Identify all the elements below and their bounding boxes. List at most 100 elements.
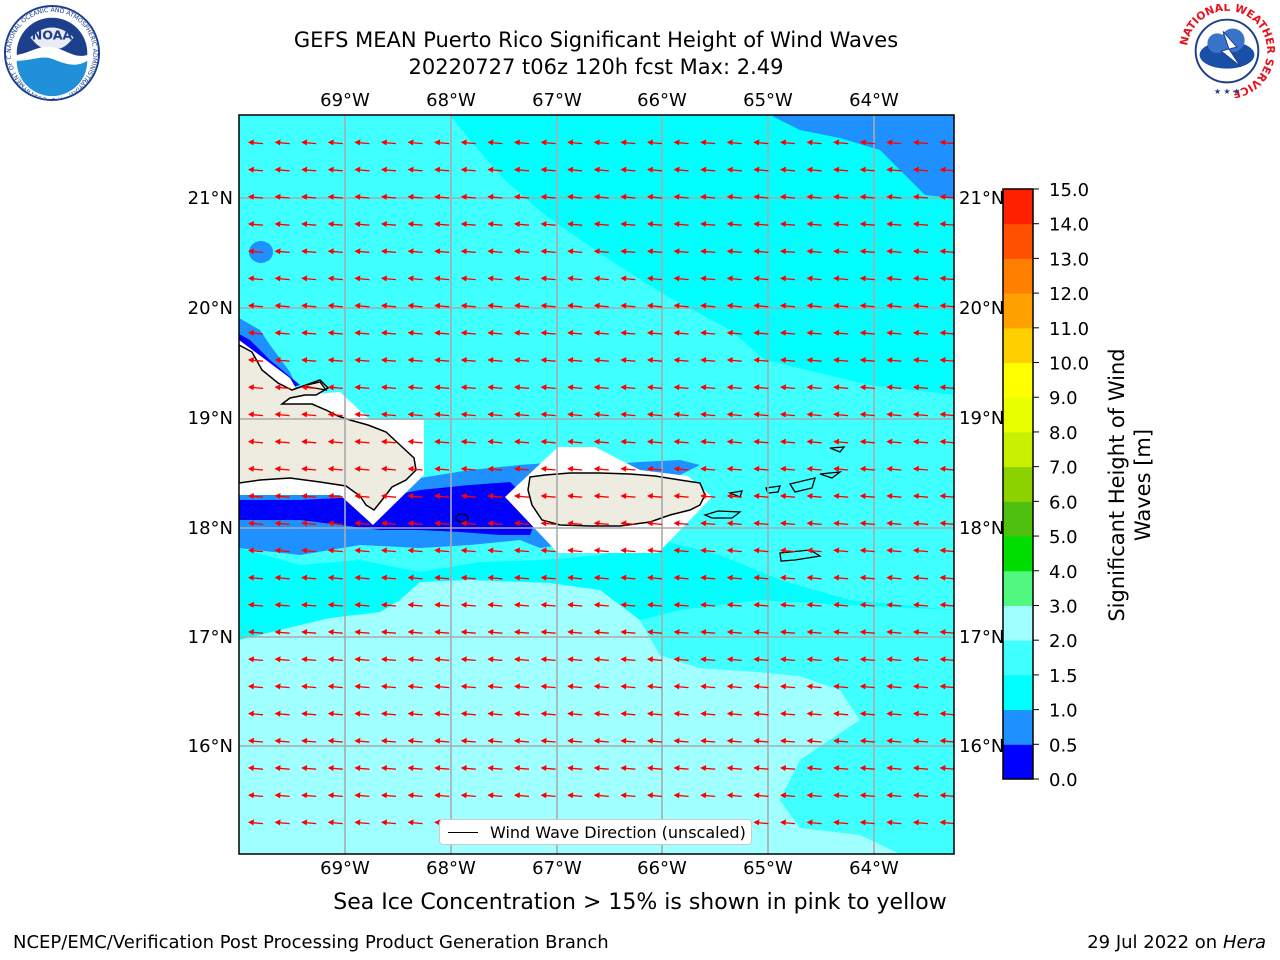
wave-direction-arrow-head xyxy=(700,384,707,391)
wave-height-field xyxy=(239,115,954,854)
colorbar-segment xyxy=(1003,223,1033,259)
wave-direction-arrow-head xyxy=(939,465,946,472)
wave-direction-arrow-head xyxy=(354,493,361,499)
wave-direction-arrow-head xyxy=(274,792,281,799)
wave-direction-arrow-head xyxy=(248,357,254,363)
wave-direction-arrow-head xyxy=(248,438,254,445)
wave-direction-arrow-head xyxy=(381,166,387,173)
wave-direction-arrow-head xyxy=(833,574,840,581)
wave-direction-arrow-head xyxy=(886,193,893,200)
wave-direction-arrow-head xyxy=(460,411,467,418)
lon-tick-top: 69°W xyxy=(320,90,370,111)
wave-direction-arrow-head xyxy=(647,520,653,527)
wave-direction-arrow-head xyxy=(593,765,600,771)
wave-direction-arrow-head xyxy=(753,166,760,173)
wave-direction-arrow-head xyxy=(301,302,308,309)
wave-direction-arrow-head xyxy=(327,275,334,282)
wave-direction-arrow-head xyxy=(514,384,520,391)
wave-direction-arrow-head xyxy=(327,792,334,799)
wave-direction-arrow-head xyxy=(460,765,467,771)
wave-direction-arrow-head xyxy=(753,329,760,336)
wave-direction-arrow-head xyxy=(487,574,494,581)
wave-direction-arrow-head xyxy=(381,819,387,826)
wave-direction-arrow-head xyxy=(833,465,840,472)
graticule xyxy=(239,115,954,854)
wave-direction-arrow-head xyxy=(700,765,707,771)
wave-direction-arrow-head xyxy=(620,193,627,200)
colorbar-tick-label: 3.0 xyxy=(1049,596,1078,617)
wave-direction-arrow-head xyxy=(806,302,813,309)
wave-direction-arrow-head xyxy=(567,302,574,309)
wave-direction-arrow-head xyxy=(514,438,520,445)
wave-direction-arrow-head xyxy=(726,737,733,744)
wave-direction-arrow-head xyxy=(274,547,281,554)
wave-direction-arrow-head xyxy=(647,465,653,472)
wave-direction-arrow-head xyxy=(327,629,334,635)
lon-tick-top: 67°W xyxy=(532,90,582,111)
wave-direction-arrow-head xyxy=(886,629,893,635)
wave-direction-arrow-head xyxy=(806,629,813,635)
wave-direction-arrow-head xyxy=(434,193,441,200)
wave-direction-arrow-head xyxy=(434,166,441,173)
wave-direction-arrow-head xyxy=(434,465,441,472)
wave-direction-arrow-head xyxy=(301,547,308,554)
wave-direction-arrow-head xyxy=(647,438,653,445)
wave-direction-arrow-head xyxy=(434,275,441,282)
wave-direction-arrow-head xyxy=(487,683,494,690)
wave-direction-arrow-head xyxy=(913,329,919,336)
wave-direction-arrow-head xyxy=(327,221,334,227)
wave-direction-arrow-head xyxy=(567,683,574,690)
wave-direction-arrow-head xyxy=(540,329,547,336)
wave-direction-arrow-head xyxy=(248,275,254,282)
wave-direction-arrow-head xyxy=(780,166,786,173)
wave-direction-arrow-head xyxy=(859,683,866,690)
wave-direction-arrow-head xyxy=(540,656,547,663)
wave-direction-arrow-head xyxy=(354,275,361,282)
wave-direction-arrow-head xyxy=(647,329,653,336)
wave-direction-arrow-head xyxy=(301,193,308,200)
wave-direction-arrow-head xyxy=(593,547,600,554)
wave-direction-arrow-head xyxy=(913,384,919,391)
colorbar-segment xyxy=(1003,640,1033,676)
wave-direction-arrow-head xyxy=(407,438,414,445)
colorbar-tick-label: 12.0 xyxy=(1049,284,1089,305)
wave-direction-arrow-head xyxy=(806,710,813,717)
wave-direction-arrow-head xyxy=(301,819,308,826)
wave-direction-arrow-head xyxy=(859,275,866,282)
wave-direction-arrow-head xyxy=(301,520,308,527)
wave-direction-arrow-head xyxy=(673,357,680,363)
wave-direction-arrow-head xyxy=(487,737,494,744)
wave-direction-arrow-head xyxy=(700,574,707,581)
wave-direction-arrow-head xyxy=(381,683,387,690)
wave-direction-arrow-head xyxy=(301,221,308,227)
wave-direction-arrow-head xyxy=(381,737,387,744)
colorbar-tick-label: 5.0 xyxy=(1049,527,1078,548)
wave-direction-arrow-head xyxy=(673,683,680,690)
wave-direction-arrow-head xyxy=(434,737,441,744)
wave-direction-arrow-head xyxy=(327,493,334,499)
wave-direction-arrow-head xyxy=(274,221,281,227)
wave-direction-arrow-head xyxy=(540,465,547,472)
wave-direction-arrow-head xyxy=(673,629,680,635)
wave-direction-arrow-head xyxy=(806,275,813,282)
colorbar-segment xyxy=(1003,501,1033,537)
wave-direction-arrow-head xyxy=(806,601,813,608)
wave-direction-arrow-head xyxy=(833,737,840,744)
colorbar-tick-labels: 0.0 0.5 1.0 1.5 2.0 3.0 4.0 5.0 6.0 7.0 8.0 9.0 10.0… xyxy=(1033,180,1089,791)
noaa-wordmark: NOAA xyxy=(32,28,73,43)
wave-direction-arrow-head xyxy=(434,139,441,146)
wave-direction-arrow-head xyxy=(939,493,946,499)
wave-direction-arrow-head xyxy=(647,710,653,717)
wave-direction-arrow-head xyxy=(460,221,467,227)
wave-direction-arrow-head xyxy=(753,765,760,771)
wave-direction-arrow-head xyxy=(859,302,866,309)
wave-direction-arrow-head xyxy=(381,601,387,608)
wave-direction-arrow-head xyxy=(354,465,361,472)
wave-direction-arrow-head xyxy=(647,357,653,363)
wave-direction-arrow-head xyxy=(780,139,786,146)
wave-direction-arrow-head xyxy=(301,493,308,499)
wave-direction-arrow-head xyxy=(274,438,281,445)
wave-direction-arrow-head xyxy=(514,601,520,608)
lon-tick-bottom: 65°W xyxy=(743,858,793,879)
wave-direction-arrow-head xyxy=(859,819,866,826)
